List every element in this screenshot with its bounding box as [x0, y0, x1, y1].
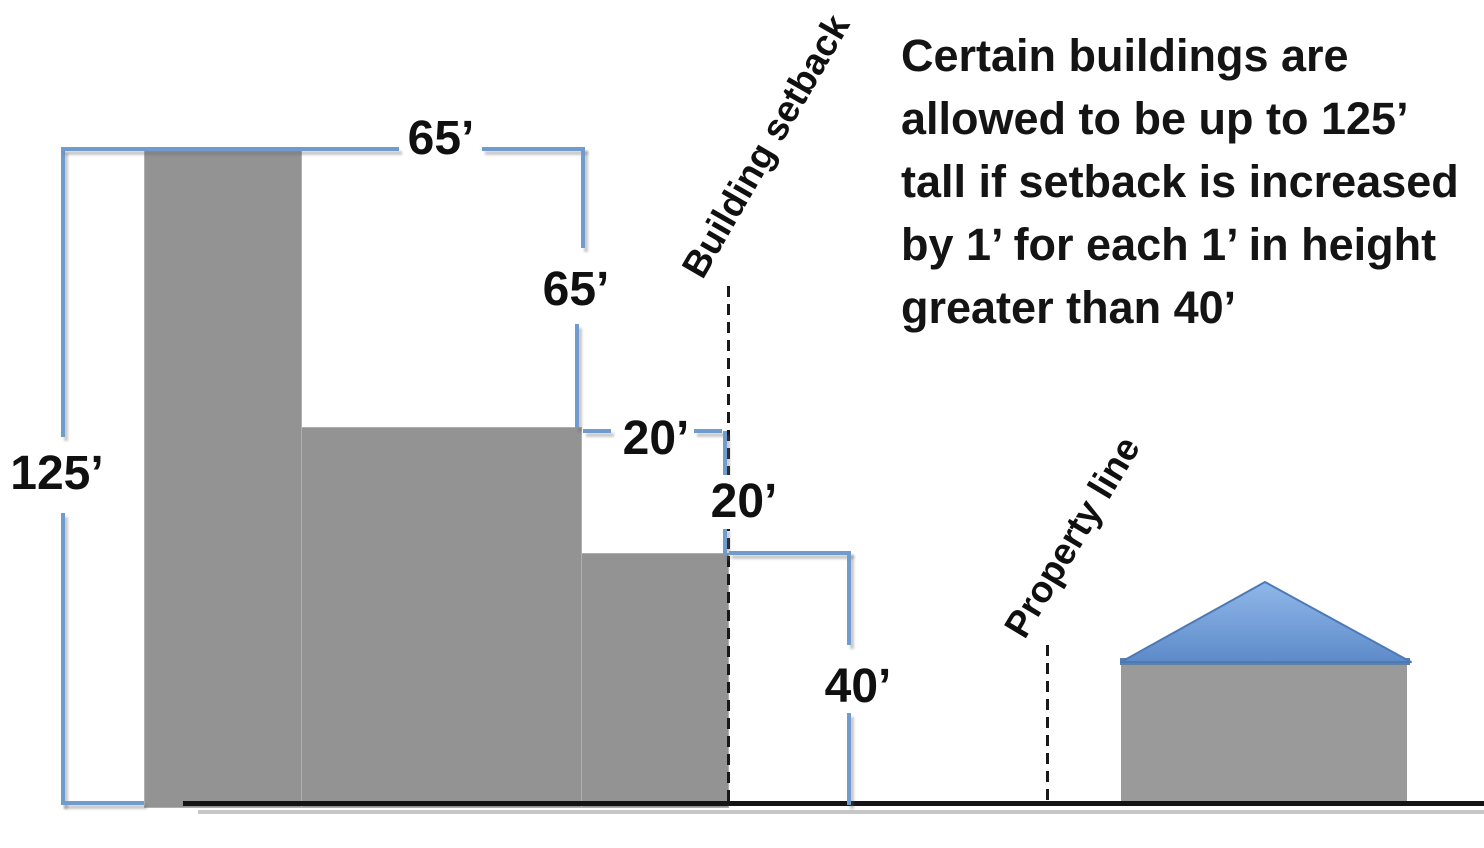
width-65-label: 65’: [407, 112, 475, 165]
height-40-dim-line-top: [729, 551, 851, 555]
ground-line: [183, 801, 1484, 806]
height-20-dim-line-lower: [723, 527, 727, 556]
house-body: [1121, 662, 1407, 806]
ground-line-shadow: [198, 810, 1484, 814]
setback-20-label: 20’: [622, 412, 690, 465]
building-setback-label: Building setback: [673, 7, 858, 285]
height-125-label: 125’: [10, 447, 104, 500]
roof-triangle: [1120, 581, 1412, 663]
height-20-dim-line-upper: [723, 431, 727, 478]
height-65-label: 65’: [542, 263, 610, 316]
setback-20-tick-right: [694, 429, 722, 433]
building-setback-dashed-line: [727, 286, 730, 805]
height-40-dim-line-lower: [847, 713, 851, 805]
height-65-dim-line-lower: [575, 324, 579, 428]
height-20-label: 20’: [689, 475, 799, 529]
width-65-dim-line-left: [61, 147, 399, 151]
height-125-dim-line-upper: [61, 149, 65, 437]
height-40-dim-line-upper: [847, 551, 851, 645]
annotation-text: Certain buildings are allowed to be up t…: [901, 30, 1459, 333]
building-upper-tower: [144, 149, 302, 808]
height-125-dim-line-lower: [61, 513, 65, 805]
setback-20-tick-left: [583, 429, 611, 433]
house-roof: [1120, 581, 1412, 663]
height-40-label: 40’: [824, 660, 892, 713]
height-65-dim-line-upper: [581, 147, 585, 248]
width-65-dim-line-right: [482, 147, 585, 151]
property-line-dashed-line: [1046, 645, 1049, 805]
height-125-dim-base-tick: [61, 801, 144, 805]
